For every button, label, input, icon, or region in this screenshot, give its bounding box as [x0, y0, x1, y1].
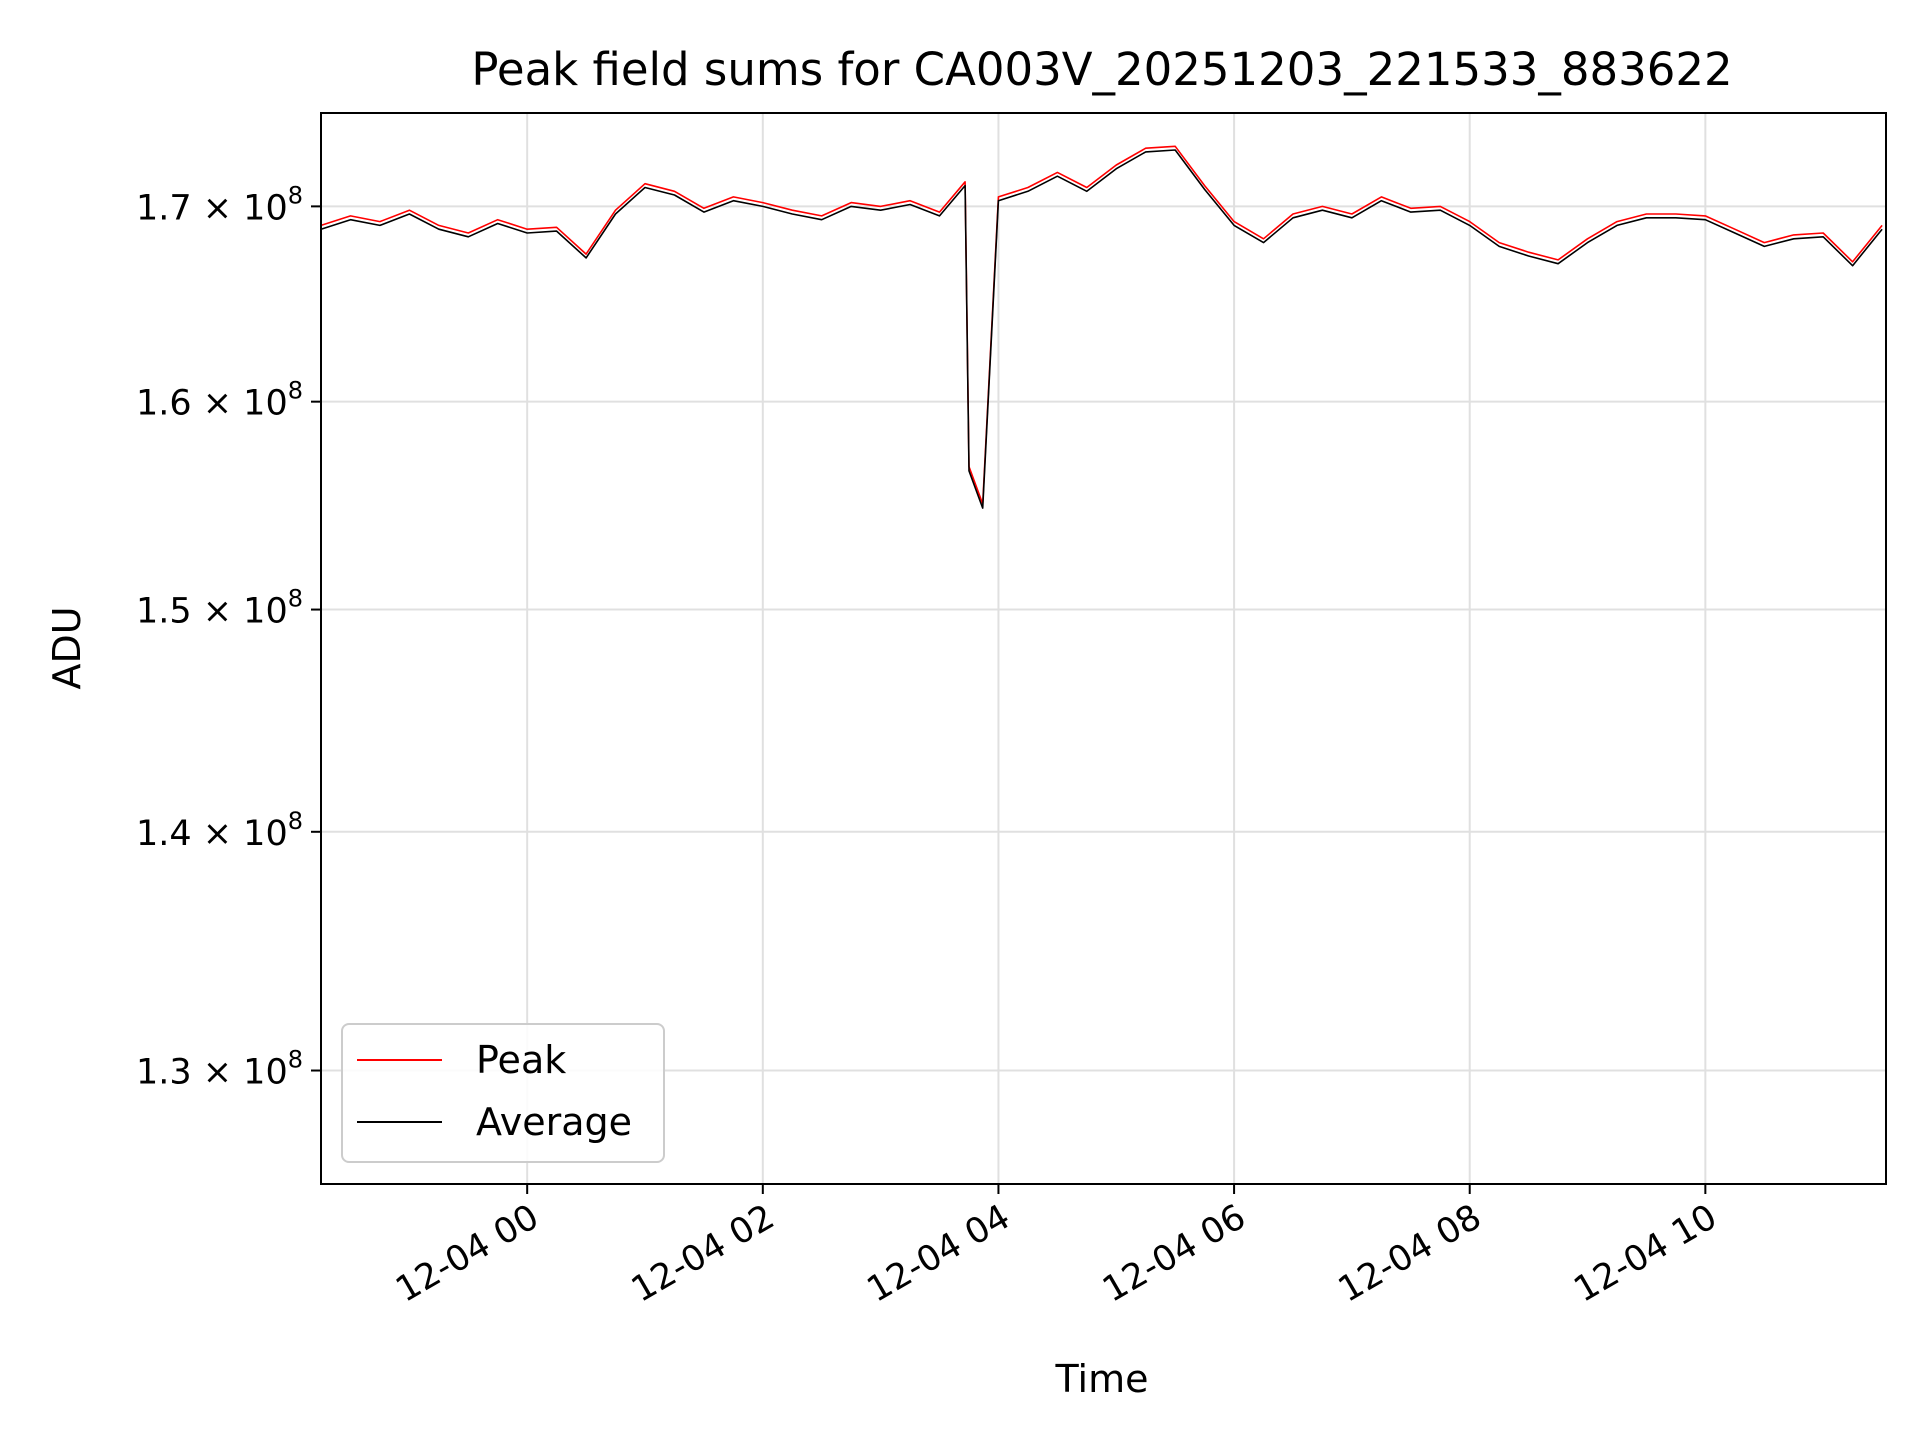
- y-axis: 1.3 × 108 1.4 × 108 1.5 × 108 1.6 × 108 1.7 …: [136, 181, 321, 1093]
- legend-label-peak: Peak: [476, 1038, 566, 1082]
- x-axis-label: Time: [1055, 1357, 1149, 1401]
- series-line-average: [320, 149, 1883, 509]
- y-tick-label: 1.4 × 108: [136, 807, 303, 854]
- y-tick-label: 1.5 × 108: [136, 585, 303, 632]
- legend: Peak Average: [341, 1023, 665, 1163]
- legend-label-average: Average: [476, 1100, 632, 1144]
- y-tick-label: 1.3 × 108: [136, 1046, 303, 1093]
- legend-box: [341, 1023, 665, 1163]
- series-lines: [320, 145, 1883, 509]
- grid: [321, 113, 1886, 1184]
- plot-area-frame: [320, 112, 1887, 1185]
- series-line-peak: [320, 145, 1883, 505]
- y-tick-label: 1.7 × 108: [136, 181, 303, 228]
- y-axis-label: ADU: [45, 606, 89, 689]
- y-tick-label: 1.6 × 108: [136, 377, 303, 424]
- chart-title: Peak field sums for CA003V_20251203_2215…: [471, 43, 1732, 96]
